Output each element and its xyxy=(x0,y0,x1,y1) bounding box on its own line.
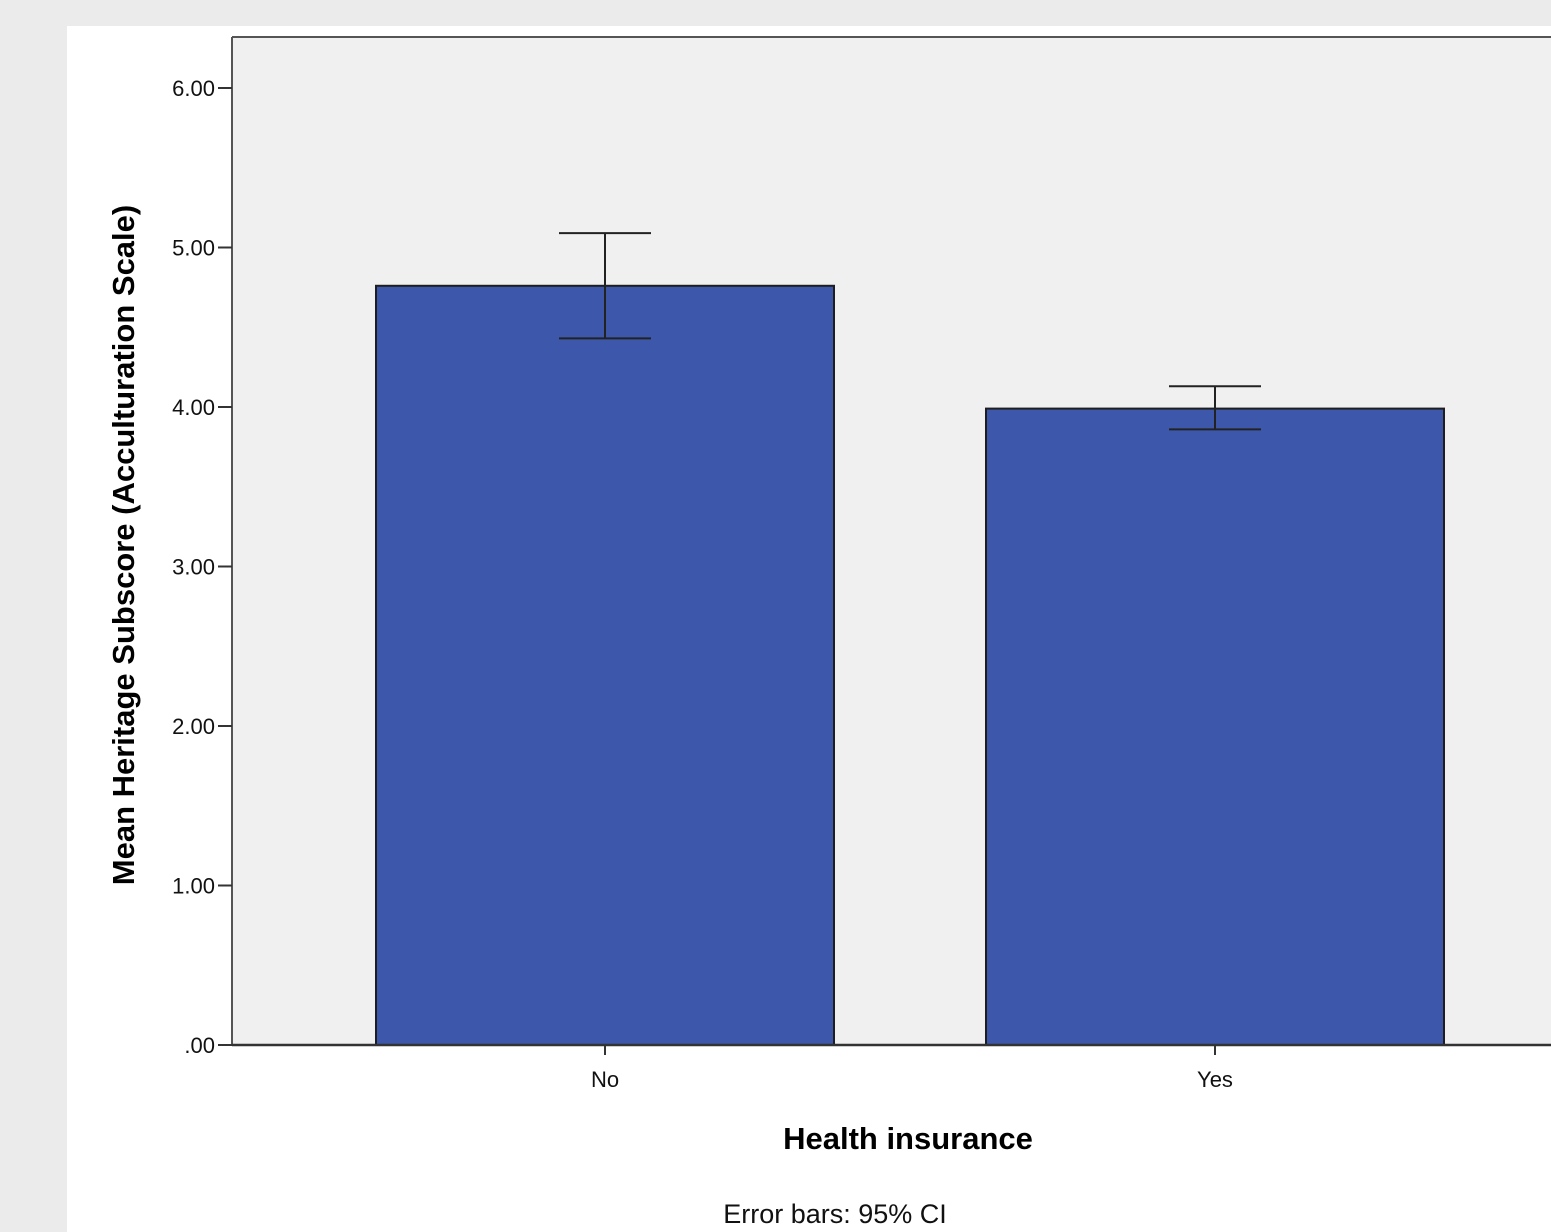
y-tick-label: 5.00 xyxy=(172,236,215,261)
x-axis-title: Health insurance xyxy=(783,1121,1033,1156)
x-tick-label-yes: Yes xyxy=(1197,1067,1233,1092)
y-tick-label: 1.00 xyxy=(172,874,215,899)
error-bars-layer xyxy=(559,232,1261,431)
x-ticks-layer: No Yes xyxy=(591,1045,1233,1092)
error-bars-footnote: Error bars: 95% CI xyxy=(723,1199,947,1229)
error-bar-yes xyxy=(1169,385,1261,431)
bar-yes xyxy=(985,407,1445,1047)
bar-no xyxy=(375,284,835,1046)
y-tick-label: .00 xyxy=(184,1033,215,1058)
x-tick-label-no: No xyxy=(591,1067,619,1092)
y-ticks-layer: .00 1.00 2.00 3.00 4.00 5.00 6.00 xyxy=(172,76,232,1058)
bars-layer xyxy=(375,284,1445,1047)
y-axis-title: Mean Heritage Subscore (Acculturation Sc… xyxy=(106,205,141,885)
axes-layer xyxy=(231,36,1551,1047)
y-tick-label: 2.00 xyxy=(172,714,215,739)
y-tick-label: 6.00 xyxy=(172,76,215,101)
y-tick-label: 4.00 xyxy=(172,395,215,420)
y-tick-label: 3.00 xyxy=(172,555,215,580)
error-bar-no xyxy=(559,232,651,340)
